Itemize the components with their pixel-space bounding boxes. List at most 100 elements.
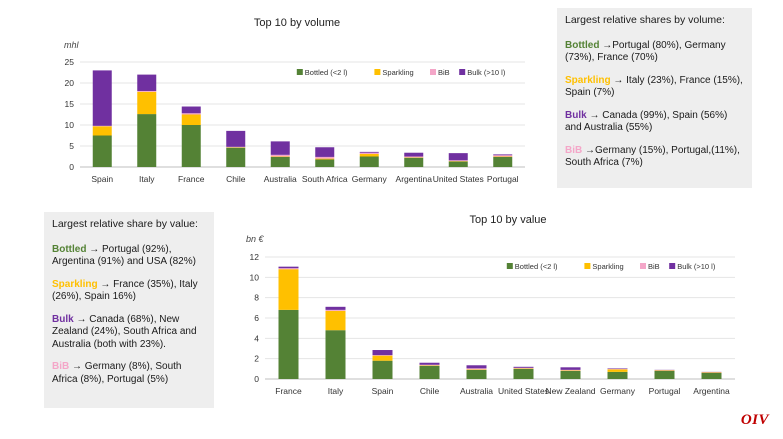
legend-swatch-bib: [640, 263, 646, 269]
x-tick-label: United States: [498, 386, 549, 396]
legend-swatch-bottled-2-l: [506, 263, 513, 269]
legend-label-sparkling: Sparkling: [382, 68, 413, 77]
bar-united-states-sparkling: [513, 368, 534, 369]
bar-france-bottled-2-l: [181, 125, 201, 167]
y-tick-label: 2: [254, 354, 259, 364]
oiv-logo: OIV: [740, 412, 769, 428]
volume-bib-note: BiB →Germany (15%), Portugal,(11%), Sout…: [565, 145, 744, 170]
bar-spain-sparkling: [92, 126, 112, 136]
bar-italy-bib: [325, 309, 346, 311]
sparkling-keyword: Sparkling: [52, 278, 98, 290]
value-bottled-text: → Portugal (92%), Argentina (91%) and US…: [52, 243, 196, 268]
bib-keyword: BiB: [565, 144, 583, 156]
legend-swatch-bulk-10-l: [459, 69, 466, 75]
x-tick-label: Portugal: [487, 174, 519, 184]
legend-label-bib: BiB: [438, 68, 450, 77]
bar-germany-bib: [607, 368, 628, 370]
bar-germany-bottled-2-l: [607, 371, 628, 379]
bar-australia-bulk-10-l: [270, 141, 290, 155]
bar-south-africa-bulk-10-l: [315, 147, 335, 157]
volume-bib-text: →Germany (15%), Portugal,(11%), South Af…: [565, 144, 740, 169]
bar-france-bib: [181, 113, 201, 115]
y-tick-label: 20: [65, 78, 75, 88]
x-tick-label: Germany: [600, 386, 636, 396]
y-tick-label: 10: [65, 120, 75, 130]
legend-swatch-bib: [430, 69, 436, 75]
value-bulk-note: Bulk → Canada (68%), New Zealand (24%), …: [52, 314, 206, 352]
bar-spain-bottled-2-l: [92, 135, 112, 167]
bar-united-states-bottled-2-l: [513, 368, 534, 379]
bar-argentina-bib: [404, 156, 424, 158]
volume-box-title: Largest relative shares by volume:: [565, 14, 725, 26]
bar-spain-bulk-10-l: [92, 70, 112, 126]
bar-australia-sparkling: [466, 369, 487, 370]
bar-germany-sparkling: [359, 153, 379, 157]
bar-portugal-sparkling: [654, 370, 675, 371]
legend-label-bottled-2-l: Bottled (<2 l): [515, 262, 558, 271]
legend-swatch-bottled-2-l: [296, 69, 303, 75]
legend-swatch-sparkling: [584, 263, 591, 269]
bar-germany-bottled-2-l: [359, 156, 379, 167]
x-tick-label: South Africa: [302, 174, 348, 184]
bar-france-sparkling: [278, 269, 299, 310]
bar-united-states-bottled-2-l: [448, 161, 468, 167]
bar-spain-bottled-2-l: [372, 360, 393, 379]
y-axis-label: bn €: [246, 234, 265, 244]
legend-label-bottled-2-l: Bottled (<2 l): [305, 68, 348, 77]
bar-chile-bottled-2-l: [226, 147, 246, 167]
bar-argentina-sparkling: [701, 372, 722, 373]
volume-bulk-text: → Canada (99%), Spain (56%) and Australi…: [565, 109, 728, 134]
x-tick-label: Australia: [264, 174, 297, 184]
bottled-keyword: Bottled: [565, 39, 600, 51]
bar-argentina-bottled-2-l: [404, 157, 424, 167]
bib-keyword: BiB: [52, 361, 70, 372]
bar-france-bulk-10-l: [181, 106, 201, 114]
bar-france-bottled-2-l: [278, 309, 299, 379]
bar-south-africa-bottled-2-l: [315, 159, 335, 167]
volume-bottled-text: →Portugal (80%), Germany (73%), France (…: [565, 39, 726, 64]
y-tick-label: 8: [254, 293, 259, 303]
y-tick-label: 0: [254, 374, 259, 384]
x-tick-label: Chile: [420, 386, 440, 396]
bar-france-bib: [278, 268, 299, 270]
x-tick-label: France: [178, 174, 205, 184]
chart-top10-volume: Top 10 by volume mhl 0 5 10 15 20 25 Spain Italy F…: [64, 17, 525, 184]
y-tick-label: 0: [69, 162, 74, 172]
value-bottled-note: Bottled → Portugal (92%), Argentina (91%…: [52, 244, 206, 269]
bar-south-africa-sparkling: [315, 158, 335, 160]
x-tick-label: Argentina: [693, 386, 730, 396]
bar-france-bulk-10-l: [278, 266, 299, 269]
bar-portugal-bulk-10-l: [493, 154, 513, 156]
x-tick-label: Spain: [372, 386, 394, 396]
value-bulk-text: → Canada (68%), New Zealand (24%), South…: [52, 313, 197, 350]
volume-share-box: Largest relative shares by volume: Bottl…: [557, 8, 752, 188]
bar-portugal-bottled-2-l: [493, 156, 513, 167]
bar-united-states-bib: [448, 160, 468, 162]
bar-australia-bulk-10-l: [466, 365, 487, 369]
value-sparkling-text: → France (35%), Italy (26%), Spain 16%): [52, 278, 198, 303]
legend-label-bulk-10-l: Bulk (>10 l): [467, 68, 506, 77]
bar-france-sparkling: [181, 114, 201, 125]
bar-spain-bulk-10-l: [372, 350, 393, 356]
bar-italy-bulk-10-l: [325, 306, 346, 310]
bar-south-africa-bib: [315, 156, 335, 159]
bar-new-zealand-bib: [560, 369, 581, 371]
sparkling-keyword: Sparkling: [565, 74, 611, 86]
volume-bulk-note: Bulk → Canada (99%), Spain (56%) and Aus…: [565, 110, 744, 135]
x-tick-label: Australia: [460, 386, 493, 396]
bar-argentina-bulk-10-l: [404, 152, 424, 157]
x-tick-label: Italy: [328, 386, 344, 396]
volume-sparkling-note: Sparkling → Italy (23%), France (15%), S…: [565, 75, 744, 100]
value-bib-text: → Germany (8%), South Africa (8%), Portu…: [52, 361, 182, 385]
bulk-keyword: Bulk: [565, 109, 587, 121]
bar-italy-bib: [137, 90, 157, 92]
bar-portugal-bib: [493, 155, 513, 157]
bar-italy-sparkling: [325, 310, 346, 331]
value-sparkling-note: Sparkling → France (35%), Italy (26%), S…: [52, 279, 206, 304]
bar-chile-bottled-2-l: [419, 365, 440, 379]
x-tick-label: France: [275, 386, 302, 396]
bar-germany-bulk-10-l: [607, 368, 628, 369]
bar-new-zealand-bulk-10-l: [560, 367, 581, 370]
bar-australia-bottled-2-l: [466, 369, 487, 379]
